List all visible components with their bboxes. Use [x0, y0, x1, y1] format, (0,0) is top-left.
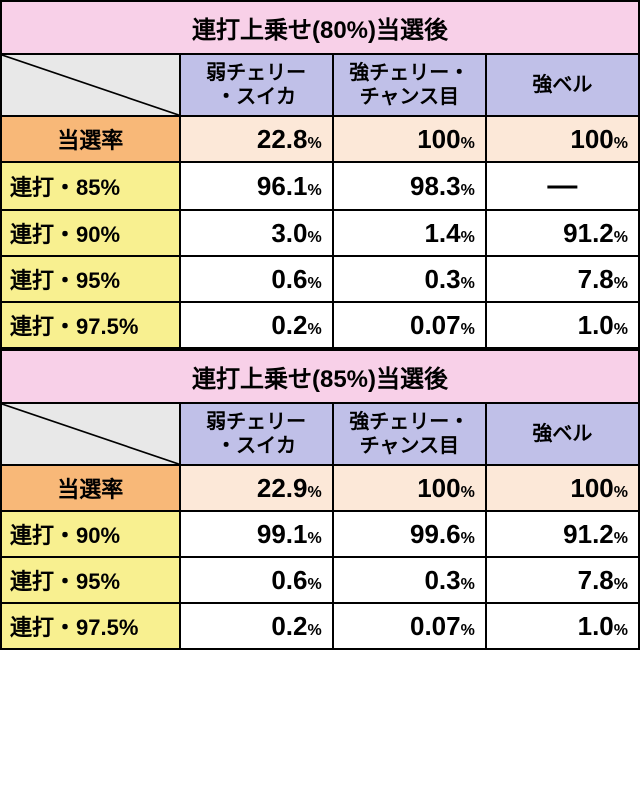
title-80: 連打上乗せ(80%)当選後	[1, 1, 639, 54]
cell-80-1-1: 1.4%	[333, 210, 486, 256]
row-label-80-3: 連打・97.5%	[1, 302, 180, 348]
cell-85-0-0: 99.1%	[180, 511, 333, 557]
col-header-85-2: 強ベル	[486, 403, 639, 465]
row-label-80-2: 連打・95%	[1, 256, 180, 302]
diag-cell-85	[1, 403, 180, 465]
table-85: 連打上乗せ(85%)当選後 弱チェリー・スイカ 強チェリー・チャンス目 強ベル …	[0, 349, 640, 650]
row-label-80-0: 連打・85%	[1, 162, 180, 210]
cell-80-2-2: 7.8%	[486, 256, 639, 302]
table-row: 連打・90% 99.1% 99.6% 91.2%	[1, 511, 639, 557]
col-header-85-1: 強チェリー・チャンス目	[333, 403, 486, 465]
cell-80-3-0: 0.2%	[180, 302, 333, 348]
cell-80-0-0: 96.1%	[180, 162, 333, 210]
header-row-80: 弱チェリー・スイカ 強チェリー・チャンス目 強ベル	[1, 54, 639, 116]
cell-80-0-1: 98.3%	[333, 162, 486, 210]
cell-80-2-1: 0.3%	[333, 256, 486, 302]
rate-cell-80-0: 22.8%	[180, 116, 333, 162]
cell-85-1-1: 0.3%	[333, 557, 486, 603]
cell-85-0-2: 91.2%	[486, 511, 639, 557]
col-header-80-1: 強チェリー・チャンス目	[333, 54, 486, 116]
title-row-80: 連打上乗せ(80%)当選後	[1, 1, 639, 54]
rate-cell-85-1: 100%	[333, 465, 486, 511]
table-row: 連打・97.5% 0.2% 0.07% 1.0%	[1, 302, 639, 348]
col-header-80-2: 強ベル	[486, 54, 639, 116]
row-label-80-1: 連打・90%	[1, 210, 180, 256]
row-label-85-0: 連打・90%	[1, 511, 180, 557]
col-header-80-0: 弱チェリー・スイカ	[180, 54, 333, 116]
rate-row-80: 当選率 22.8% 100% 100%	[1, 116, 639, 162]
title-85: 連打上乗せ(85%)当選後	[1, 350, 639, 403]
tables-container: 連打上乗せ(80%)当選後 弱チェリー・スイカ 強チェリー・チャンス目 強ベル …	[0, 0, 640, 650]
table-row: 連打・95% 0.6% 0.3% 7.8%	[1, 557, 639, 603]
rate-cell-85-0: 22.9%	[180, 465, 333, 511]
cell-85-2-1: 0.07%	[333, 603, 486, 649]
cell-80-3-2: 1.0%	[486, 302, 639, 348]
row-label-85-2: 連打・97.5%	[1, 603, 180, 649]
cell-85-0-1: 99.6%	[333, 511, 486, 557]
header-row-85: 弱チェリー・スイカ 強チェリー・チャンス目 強ベル	[1, 403, 639, 465]
cell-80-1-2: 91.2%	[486, 210, 639, 256]
rate-row-85: 当選率 22.9% 100% 100%	[1, 465, 639, 511]
cell-85-2-0: 0.2%	[180, 603, 333, 649]
cell-80-3-1: 0.07%	[333, 302, 486, 348]
table-row: 連打・85% 96.1% 98.3% —	[1, 162, 639, 210]
rate-label-80: 当選率	[1, 116, 180, 162]
table-row: 連打・97.5% 0.2% 0.07% 1.0%	[1, 603, 639, 649]
title-row-85: 連打上乗せ(85%)当選後	[1, 350, 639, 403]
cell-85-1-2: 7.8%	[486, 557, 639, 603]
rate-cell-85-2: 100%	[486, 465, 639, 511]
table-row: 連打・90% 3.0% 1.4% 91.2%	[1, 210, 639, 256]
col-header-85-0: 弱チェリー・スイカ	[180, 403, 333, 465]
rate-label-85: 当選率	[1, 465, 180, 511]
cell-85-1-0: 0.6%	[180, 557, 333, 603]
cell-80-1-0: 3.0%	[180, 210, 333, 256]
table-row: 連打・95% 0.6% 0.3% 7.8%	[1, 256, 639, 302]
table-80: 連打上乗せ(80%)当選後 弱チェリー・スイカ 強チェリー・チャンス目 強ベル …	[0, 0, 640, 349]
diag-cell-80	[1, 54, 180, 116]
row-label-85-1: 連打・95%	[1, 557, 180, 603]
rate-cell-80-2: 100%	[486, 116, 639, 162]
rate-cell-80-1: 100%	[333, 116, 486, 162]
cell-80-0-2-dash: —	[486, 162, 639, 210]
cell-85-2-2: 1.0%	[486, 603, 639, 649]
cell-80-2-0: 0.6%	[180, 256, 333, 302]
